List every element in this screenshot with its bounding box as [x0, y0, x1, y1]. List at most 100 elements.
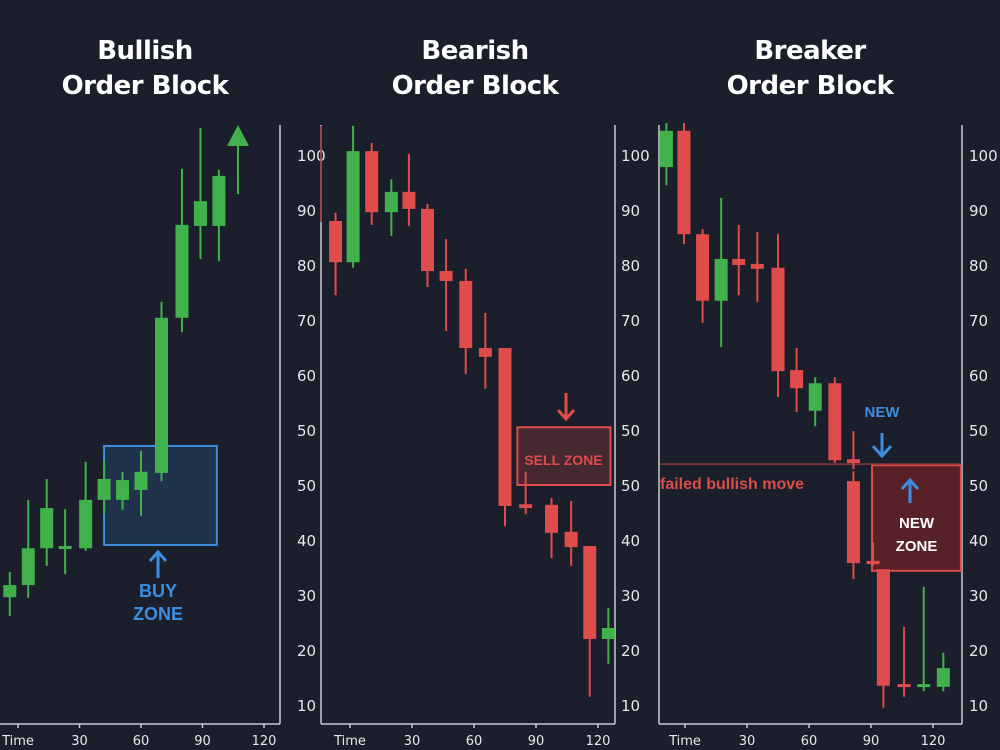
title-line: Breaker	[754, 36, 866, 66]
bullish-candle	[155, 317, 168, 473]
bearish-candle	[897, 684, 911, 688]
trend-up-arrow-icon	[227, 125, 249, 146]
y-tick-label: 20	[297, 642, 316, 660]
x-tick-label: 60	[133, 734, 150, 749]
buy-zone-label: BUY ZONE	[118, 580, 198, 626]
y-tick-label: 90	[297, 202, 316, 220]
bearish-candle	[732, 258, 746, 265]
y-tick-label: 70	[969, 312, 988, 330]
bullish-candle	[21, 548, 35, 586]
bullish-candle	[601, 628, 615, 639]
bullish-candle	[79, 499, 93, 549]
x-tick-label: 90	[863, 734, 880, 749]
title-bearish: Bearish Order Block	[345, 34, 605, 104]
bullish-candle	[936, 668, 950, 687]
x-tick-label: 120	[921, 734, 946, 749]
x-tick-label: 30	[71, 734, 88, 749]
y-tick-label: 10	[621, 697, 640, 715]
y-tick-label: 20	[969, 642, 988, 660]
bearish-candle	[790, 370, 804, 389]
x-tick-label: 30	[739, 734, 756, 749]
y-tick-label: 60	[969, 367, 988, 385]
y-tick-label: 80	[297, 257, 316, 275]
x-tick-label: 120	[586, 734, 611, 749]
y-tick-label: 80	[969, 257, 988, 275]
bearish-candle	[771, 267, 785, 372]
y-tick-label: 60	[297, 367, 316, 385]
bullish-candle	[659, 130, 673, 168]
bearish-candle	[876, 569, 890, 686]
bullish-candle	[808, 383, 822, 411]
bearish-candle	[545, 504, 558, 533]
x-tick-label: 90	[528, 734, 545, 749]
x-tick-label: 30	[404, 734, 421, 749]
new-zone-label-line: ZONE	[895, 538, 938, 555]
bearish-candle	[365, 151, 379, 213]
bearish-candle	[519, 504, 533, 509]
bearish-candle	[583, 546, 597, 639]
up-arrow-icon	[148, 549, 168, 562]
y-tick-label: 60	[621, 367, 640, 385]
bearish-candle	[478, 348, 492, 357]
bullish-candle	[714, 258, 728, 301]
bullish-candle	[346, 151, 360, 263]
bearish-candle	[846, 459, 860, 463]
bullish-candle	[134, 471, 148, 490]
bearish-candle	[329, 221, 343, 263]
x-tick-label: 120	[252, 734, 277, 749]
y-tick-label: 30	[969, 587, 988, 605]
y-tick-label: 100	[969, 147, 998, 165]
title-line: Order Block	[726, 71, 894, 101]
bearish-candle	[696, 234, 710, 301]
y-tick-label: 30	[297, 587, 316, 605]
bearish-candle	[677, 130, 691, 235]
new-zone-label-line: NEW	[899, 515, 934, 532]
y-tick-label: 90	[621, 202, 640, 220]
bearish-candle	[421, 208, 434, 272]
bullish-candle	[384, 191, 398, 213]
title-bullish: Bullish Order Block	[15, 34, 275, 104]
buy-zone-label-line: ZONE	[132, 604, 183, 624]
title-line: Bearish	[421, 36, 529, 66]
bullish-candle	[917, 684, 931, 688]
buy-zone-label-line: BUY	[138, 581, 177, 601]
y-tick-label: 10	[297, 697, 316, 715]
bullish-candle	[97, 478, 111, 500]
y-tick-label: 50	[621, 422, 640, 440]
y-tick-label: 30	[621, 587, 640, 605]
y-tick-label: 70	[297, 312, 316, 330]
bearish-candle	[564, 531, 578, 548]
title-line: Bullish	[97, 36, 193, 66]
x-tick-label: Time	[1, 734, 34, 749]
bearish-candle	[498, 348, 512, 506]
zone-box	[516, 426, 612, 486]
bullish-candle	[193, 201, 207, 226]
y-tick-label: 90	[969, 202, 988, 220]
title-line: Order Block	[61, 71, 229, 101]
bullish-candle	[3, 585, 17, 598]
x-tick-label: 60	[466, 734, 483, 749]
y-tick-label: 50	[969, 477, 988, 495]
y-tick-label: 100	[621, 147, 650, 165]
y-tick-label: 100	[297, 147, 326, 165]
bearish-candle	[402, 191, 416, 209]
bearish-candle	[750, 263, 764, 269]
bearish-candle	[866, 560, 880, 565]
y-tick-label: 40	[297, 532, 316, 550]
y-tick-label: 40	[621, 532, 640, 550]
y-tick-label: 70	[621, 312, 640, 330]
up-arrow-icon	[900, 477, 920, 490]
y-tick-label: 50	[297, 477, 316, 495]
y-tick-label: 50	[969, 422, 988, 440]
new-label: NEW	[864, 404, 900, 421]
y-tick-label: 50	[621, 477, 640, 495]
y-tick-label: 10	[969, 697, 988, 715]
new-zone-label: NEW ZONE	[872, 512, 961, 558]
bullish-candle	[212, 175, 226, 226]
down-arrow-icon	[871, 444, 893, 459]
y-tick-label: 40	[969, 532, 988, 550]
x-tick-label: Time	[333, 734, 366, 749]
bullish-candle	[116, 480, 130, 500]
bullish-candle	[40, 508, 54, 549]
